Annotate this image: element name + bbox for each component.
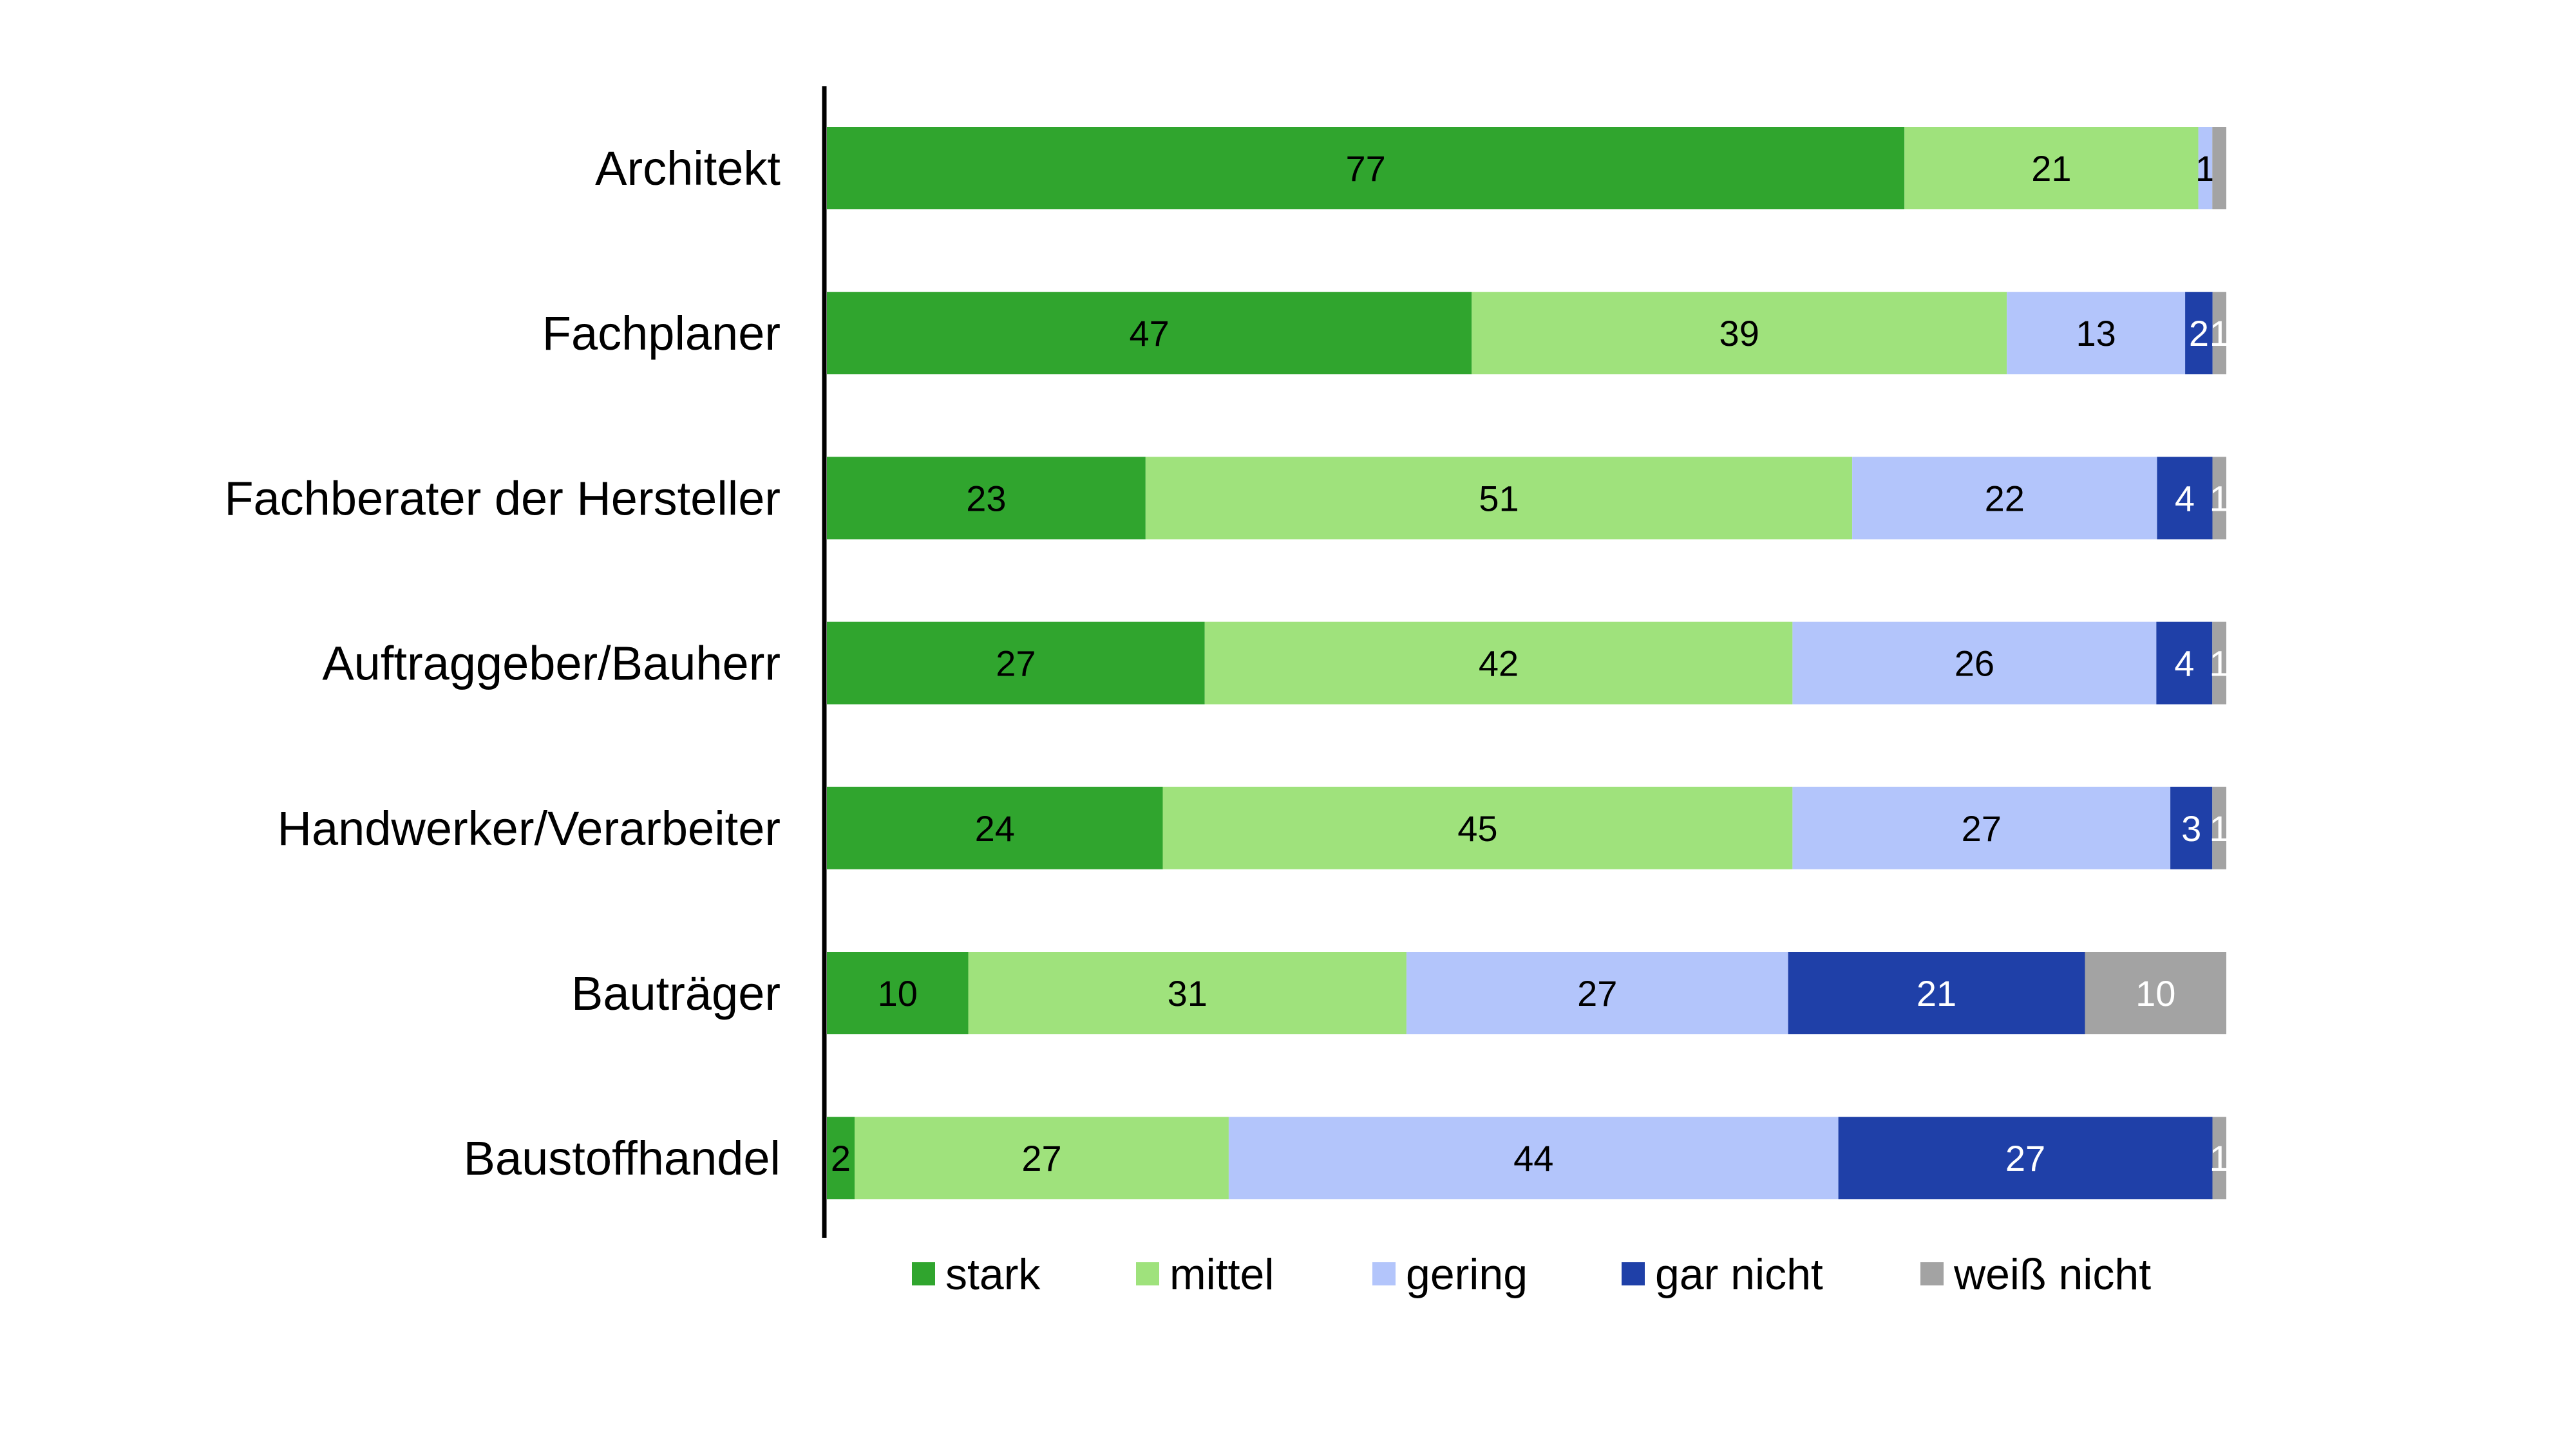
bar-segment xyxy=(827,1117,855,1200)
category-label: Handwerker/Verarbeiter xyxy=(278,802,781,855)
category-label: Fachplaner xyxy=(542,307,781,360)
legend-label: mittel xyxy=(1170,1250,1274,1299)
data-label: 1 xyxy=(2210,478,2230,518)
data-label: 1 xyxy=(2210,643,2230,684)
bar-segment xyxy=(1204,621,1793,705)
data-label: 39 xyxy=(1719,313,1759,354)
bar-segment xyxy=(2212,457,2226,540)
data-label: 44 xyxy=(1513,1138,1553,1179)
data-label: 21 xyxy=(1917,973,1956,1014)
bar-segment xyxy=(827,786,1163,869)
data-label: 10 xyxy=(2136,973,2175,1014)
data-label: 4 xyxy=(2174,643,2194,684)
data-label: 1 xyxy=(2195,148,2215,189)
data-label: 45 xyxy=(1457,808,1497,849)
data-label: 26 xyxy=(1955,643,1994,684)
bar-segment xyxy=(827,292,1472,375)
bar-segment xyxy=(827,621,1205,705)
data-label: 21 xyxy=(2031,148,2071,189)
data-label: 1 xyxy=(2210,808,2230,849)
data-label: 27 xyxy=(996,643,1036,684)
category-label: Baustoffhandel xyxy=(464,1132,781,1185)
data-label: 27 xyxy=(1962,808,2002,849)
bar-segment xyxy=(1145,457,1853,540)
data-label: 4 xyxy=(2175,478,2195,518)
bar-segment xyxy=(1852,457,2157,540)
bar-segment xyxy=(1472,292,2007,375)
category-label: Auftraggeber/Bauherr xyxy=(322,637,781,690)
bar-segment xyxy=(855,1117,1229,1200)
data-label: 24 xyxy=(975,808,1015,849)
data-label: 2 xyxy=(831,1138,851,1179)
bar-segment xyxy=(2212,786,2226,869)
data-label: 27 xyxy=(2005,1138,2045,1179)
bar-segment xyxy=(827,127,1905,209)
category-label: Architekt xyxy=(595,142,781,195)
bar-segment xyxy=(1228,1117,1839,1200)
data-label: 10 xyxy=(878,973,918,1014)
data-label: 27 xyxy=(1577,973,1617,1014)
bar-segment xyxy=(2212,292,2226,375)
data-label: 3 xyxy=(2181,808,2201,849)
bar-segment xyxy=(2157,457,2213,540)
data-label: 1 xyxy=(2210,1138,2230,1179)
data-label: 22 xyxy=(1985,478,2025,518)
bar-segment xyxy=(827,952,969,1034)
bar-segment xyxy=(1162,786,1793,869)
data-label: 31 xyxy=(1168,973,1208,1014)
bar-segment xyxy=(2212,1117,2226,1200)
bar-segment xyxy=(2212,621,2226,705)
bar-segment xyxy=(2185,292,2213,375)
legend-swatch xyxy=(1622,1262,1645,1285)
data-label: 51 xyxy=(1479,478,1519,518)
legend-swatch xyxy=(1920,1262,1944,1285)
bar-segment xyxy=(968,952,1406,1034)
legend-swatch xyxy=(912,1262,935,1285)
bar-segment xyxy=(2198,127,2213,209)
data-label: 2 xyxy=(2189,313,2209,354)
bar-segment xyxy=(1838,1117,2213,1200)
legend-label: gering xyxy=(1406,1250,1528,1299)
data-label: 23 xyxy=(966,478,1006,518)
legend-label: gar nicht xyxy=(1655,1250,1823,1299)
category-label: Bauträger xyxy=(571,967,781,1020)
category-label: Fachberater der Hersteller xyxy=(224,471,781,525)
legend-label: weiß nicht xyxy=(1953,1250,2151,1299)
legend-label: stark xyxy=(945,1250,1041,1299)
bar-segment xyxy=(2085,952,2226,1034)
bar-segment xyxy=(2007,292,2186,375)
legend-swatch xyxy=(1372,1262,1396,1285)
bar-segment xyxy=(1792,621,2157,705)
bar-segment xyxy=(1904,127,2199,209)
data-label: 1 xyxy=(2210,313,2230,354)
bar-segment xyxy=(827,457,1146,540)
bar-segment xyxy=(1788,952,2085,1034)
data-label: 27 xyxy=(1021,1138,1061,1179)
data-label: 42 xyxy=(1479,643,1519,684)
bar-segment xyxy=(2156,621,2213,705)
bar-segment xyxy=(2170,786,2213,869)
data-label: 13 xyxy=(2076,313,2116,354)
bar-segment xyxy=(1406,952,1788,1034)
data-label: 47 xyxy=(1129,313,1169,354)
data-label: 77 xyxy=(1345,148,1385,189)
bar-segment xyxy=(2212,127,2226,209)
legend-swatch xyxy=(1136,1262,1159,1285)
bar-segment xyxy=(1792,786,2171,869)
